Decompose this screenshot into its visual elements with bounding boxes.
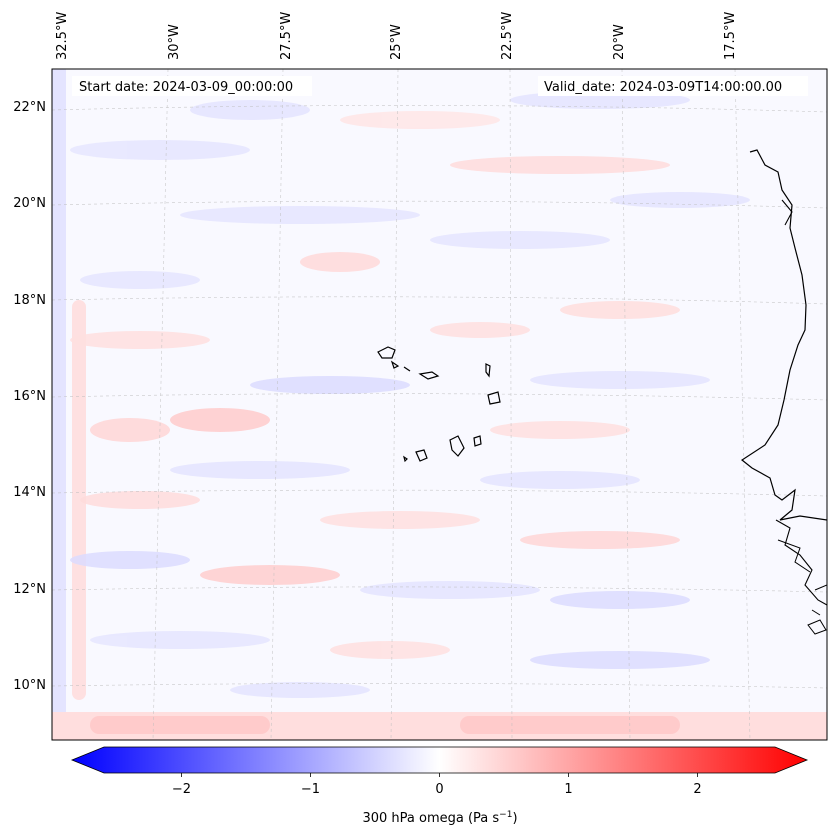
start-date-label: Start date: 2024-03-09_00:00:00	[79, 80, 293, 95]
lat-label: 14°N	[13, 485, 46, 500]
map-frame	[51, 68, 828, 741]
lat-label: 10°N	[13, 678, 46, 693]
longitude-labels: 32.5°W 30°W 27.5°W 25°W 22.5°W 20°W 17.5…	[55, 12, 738, 60]
lon-label: 30°W	[167, 24, 182, 60]
graticule	[52, 69, 827, 740]
lat-label: 16°N	[13, 389, 46, 404]
lat-label: 18°N	[13, 293, 46, 308]
colorbar-body	[70, 746, 809, 774]
lon-label: 32.5°W	[55, 12, 70, 60]
start-date-box	[72, 76, 312, 96]
lon-label: 20°W	[612, 24, 627, 60]
colorbar-tick-label: 0	[435, 782, 443, 797]
lon-label: 25°W	[389, 24, 404, 60]
lat-label: 12°N	[13, 582, 46, 597]
colorbar-tick-label: −1	[301, 782, 320, 797]
lat-label: 22°N	[13, 100, 46, 115]
lat-label: 20°N	[13, 196, 46, 211]
lon-label: 27.5°W	[279, 12, 294, 60]
cape-verde-islands	[377, 346, 501, 463]
colorbar-tick-label: 1	[564, 782, 572, 797]
colorbar-tick-label: −2	[172, 782, 191, 797]
map-panel: Start date: 2024-03-09_00:00:00 Valid_da…	[51, 68, 828, 741]
colorbar-label: 300 hPa omega (Pa s−1)	[362, 810, 517, 826]
latitude-labels: 22°N 20°N 18°N 16°N 14°N 12°N 10°N	[13, 100, 46, 693]
valid-date-box	[538, 76, 808, 96]
map-background	[52, 69, 827, 740]
africa-coastline	[740, 149, 827, 521]
colorbar: −2 −1 0 1 2 300 hPa omega (Pa s−1)	[70, 746, 809, 826]
lon-label: 22.5°W	[500, 12, 515, 60]
colorbar-ticks: −2 −1 0 1 2	[172, 773, 702, 797]
omega-field	[52, 69, 827, 740]
lon-label: 17.5°W	[723, 12, 738, 60]
colorbar-tick-label: 2	[693, 782, 701, 797]
valid-date-label: Valid_date: 2024-03-09T14:00:00.00	[544, 80, 782, 95]
